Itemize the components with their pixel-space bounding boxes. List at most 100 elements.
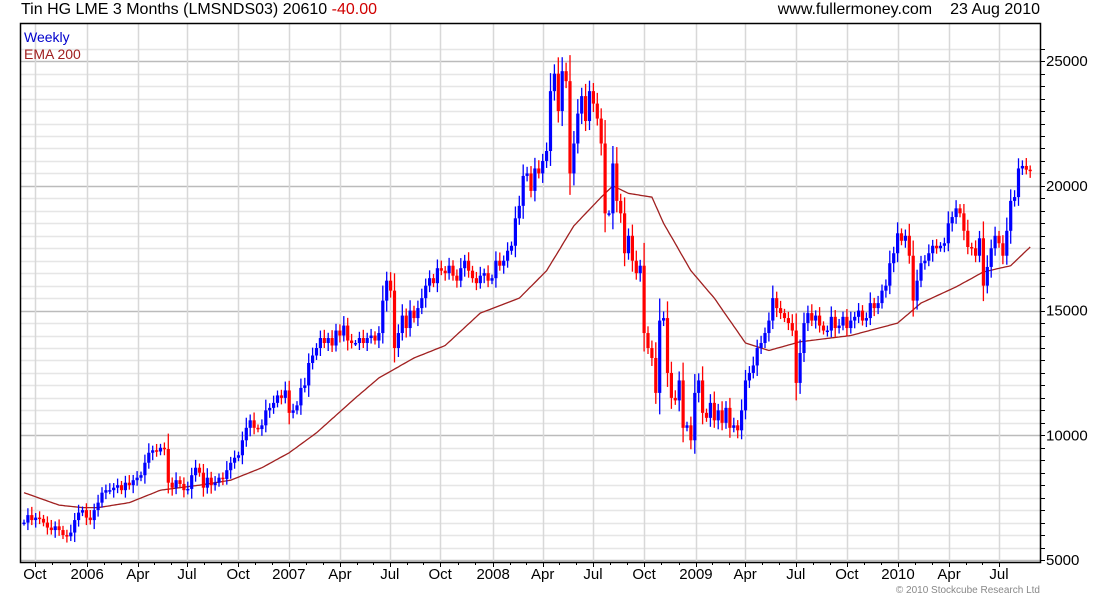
candle-body [80, 510, 85, 513]
candle-body [646, 333, 650, 349]
candle-body [669, 372, 673, 398]
candle-body [100, 492, 104, 503]
candle-up [233, 450, 237, 469]
candle-body [942, 243, 946, 246]
candle-body [443, 270, 447, 274]
candle-body [560, 71, 564, 112]
candle-up [1016, 158, 1021, 206]
candle-up [751, 356, 755, 379]
candle-up [892, 246, 896, 273]
x-tick-label: Jul [380, 566, 399, 583]
candle-down [673, 390, 677, 405]
candle-body [314, 348, 319, 356]
candle-up [611, 145, 615, 230]
candle-body [240, 440, 244, 456]
candle-down [584, 83, 588, 132]
candle-down [61, 525, 65, 540]
candle-body [147, 452, 151, 463]
candle-body [802, 323, 806, 353]
candle-body [69, 532, 73, 537]
candle-body [178, 480, 182, 484]
candle-body [490, 278, 494, 281]
candle-body [626, 235, 631, 254]
candle-down [65, 529, 69, 543]
candle-body [45, 522, 49, 528]
x-tick-label: Oct [23, 566, 47, 583]
candle-body [377, 333, 381, 341]
candle-body [330, 338, 334, 346]
candle-body [307, 362, 311, 386]
candle-body [459, 268, 463, 281]
candle-down [775, 291, 779, 318]
candle-body [985, 266, 989, 286]
candle-body [361, 338, 365, 344]
candle-up [767, 312, 771, 342]
candle-up [260, 419, 264, 436]
candle-body [424, 285, 428, 299]
candle-up [314, 343, 319, 360]
candle-up [915, 269, 919, 310]
candle-body [416, 308, 420, 319]
candle-up [478, 266, 482, 289]
y-tick-label: 10000 [1046, 427, 1088, 444]
candle-up [482, 268, 486, 284]
y-tick-label: 20000 [1046, 178, 1088, 195]
candle-body [814, 315, 818, 321]
candle-body [775, 298, 779, 309]
candle-up [116, 478, 120, 494]
x-tick-label: Apr [328, 566, 351, 583]
y-axis: 5000 10000 15000 20000 25000 [1040, 49, 1088, 569]
candle-body [545, 150, 549, 161]
candle-body [1009, 200, 1013, 231]
candle-body [498, 260, 502, 266]
candle-up [896, 222, 900, 263]
candle-body [759, 343, 763, 349]
candle-up [509, 241, 514, 255]
candle-body [439, 268, 443, 271]
candle-body [26, 515, 30, 523]
candle-body [673, 397, 677, 401]
candle-body [662, 318, 666, 321]
candle-body [927, 253, 931, 261]
candle-up [626, 228, 631, 260]
copyright: © 2010 Stockcube Research Ltd [895, 585, 1040, 596]
candle-body [853, 316, 857, 321]
candle-up [732, 417, 736, 433]
candle-body [73, 520, 77, 533]
candle-body [104, 490, 108, 493]
candle-body [435, 268, 439, 284]
candle-down [615, 147, 619, 213]
candle-body [611, 163, 615, 214]
candle-body [96, 502, 100, 511]
candle-down [252, 412, 256, 435]
candle-up [311, 347, 315, 370]
site-link[interactable]: www.fullermoney.com [777, 1, 933, 18]
x-tick-label: Jul [177, 566, 196, 583]
legend-ema: EMA 200 [24, 46, 81, 62]
candle-up [572, 131, 576, 186]
candle-body [299, 387, 303, 406]
candle-down [794, 313, 798, 401]
candle-up [938, 242, 943, 252]
x-tick-label: Oct [226, 566, 250, 583]
candle-body [537, 168, 541, 174]
candle-up [377, 326, 381, 349]
candle-body [755, 348, 759, 366]
candle-body [806, 313, 810, 324]
candle-body [857, 310, 861, 317]
candle-down [860, 305, 865, 326]
candle-body [334, 330, 338, 346]
candle-body [190, 475, 194, 489]
candle-body [896, 233, 900, 254]
candle-up [240, 431, 244, 465]
candle-body [365, 338, 369, 344]
candle-up [977, 230, 982, 263]
candle-up [662, 311, 666, 327]
candle-up [950, 211, 954, 232]
candle-up [587, 80, 592, 131]
y-tick-label: 15000 [1046, 303, 1088, 320]
candle-up [385, 271, 389, 312]
candle-up [724, 401, 728, 429]
candle-down [935, 239, 939, 254]
